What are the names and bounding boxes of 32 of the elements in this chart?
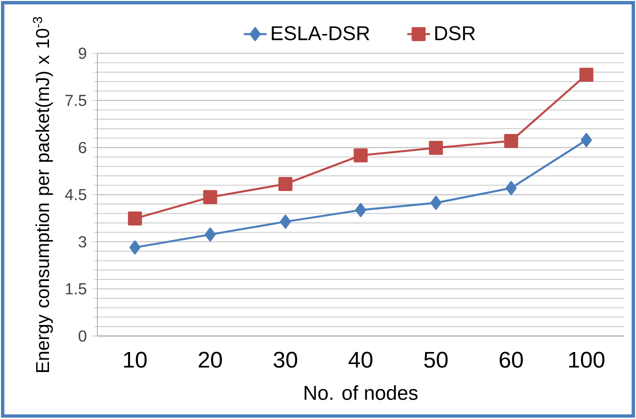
point [504, 134, 518, 148]
legend-label: DSR [435, 26, 475, 40]
y-axis-title: Energy consumption per packet(mJ) x 10$^{-3}$ [32, 17, 53, 372]
y-tick-label: 7.5 [66, 95, 86, 106]
x-tick-label: 40 [348, 352, 372, 368]
point [128, 212, 142, 226]
point [428, 141, 443, 156]
point [506, 181, 517, 196]
point [580, 133, 592, 148]
x-tick-label: 60 [500, 352, 523, 368]
point [280, 214, 291, 229]
y-tick-label: 0 [78, 330, 86, 342]
y-tick-label: 1.5 [66, 283, 86, 295]
x-tick-label: 20 [198, 352, 222, 368]
x-axis-title: No. of nodes [304, 385, 418, 400]
y-tick-label: 6 [78, 142, 86, 154]
y-tick-label: 9 [78, 48, 86, 60]
x-tick-label: 100 [569, 352, 604, 368]
point [203, 190, 218, 204]
point [430, 196, 442, 210]
point [129, 240, 140, 255]
legend-label: ESLA-DSR [272, 26, 370, 40]
x-tick-label: 50 [424, 352, 448, 368]
point [204, 228, 216, 242]
y-tick-label: 4.5 [65, 189, 86, 200]
point [579, 68, 594, 82]
point [354, 148, 368, 163]
y-tick-label: 3 [78, 236, 86, 248]
x-tick-label: 10 [124, 352, 147, 368]
point [355, 203, 366, 218]
point [278, 177, 292, 192]
x-tick-label: 30 [274, 352, 298, 368]
